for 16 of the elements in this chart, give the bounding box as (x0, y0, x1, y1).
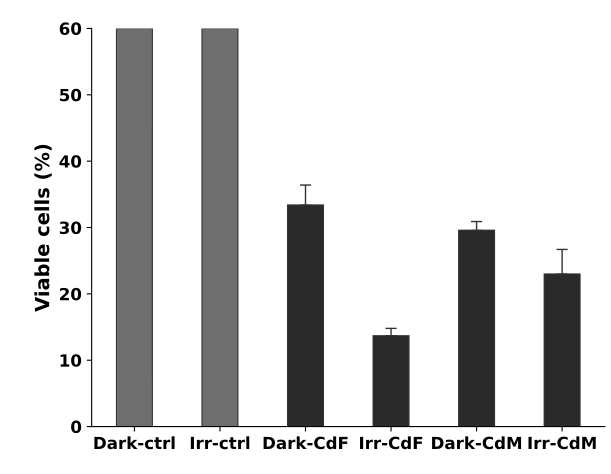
y-tick-label: 10 (60, 354, 82, 367)
x-tick-label: Irr-ctrl (190, 436, 250, 450)
x-tick-label: Dark-ctrl (94, 436, 175, 450)
y-tick-label: 40 (59, 155, 82, 168)
y-tick-label: 30 (60, 221, 82, 234)
y-tick-label: 20 (60, 288, 82, 300)
y-tick-label: 0 (71, 420, 82, 434)
x-tick-label: Irr-CdF (360, 436, 422, 450)
x-tick-label: Irr-CdM (528, 436, 596, 450)
bar (116, 28, 153, 427)
x-tick-label: Dark-CdF (264, 436, 348, 450)
bar (201, 28, 238, 427)
y-tick-label: 50 (60, 88, 82, 102)
y-tick-label: 60 (60, 22, 82, 36)
x-tick-label: Dark-CdM (432, 436, 522, 450)
y-axis-title: Viable cells (%) (34, 144, 52, 312)
